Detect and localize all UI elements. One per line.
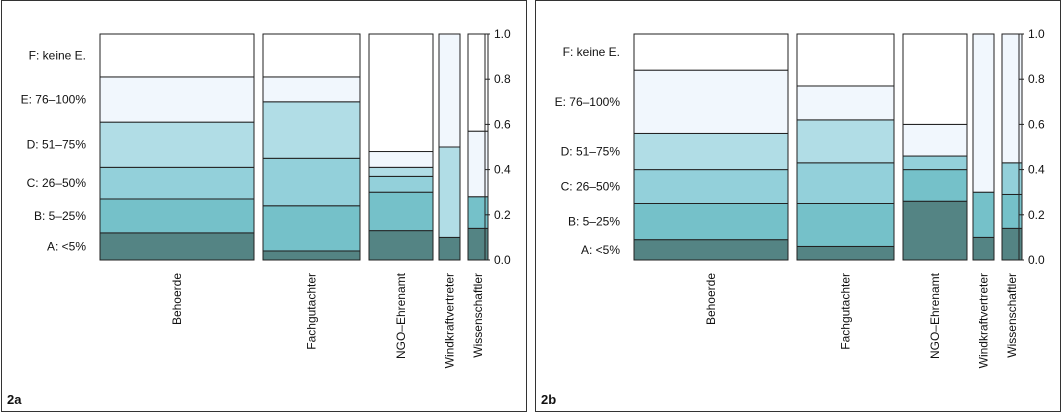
mosaic-chart-2b: A: <5% B: 5–25% C: 26–50% D: 51–75% E: 76–10… (555, 27, 1045, 368)
mosaic-cell-2-B (368, 191, 434, 232)
mosaic-cell-1-A (796, 245, 895, 261)
level-label-F: F: keine E. (563, 45, 620, 59)
y-tick-label: 0.4 (1028, 163, 1045, 177)
y-tick-label: 0.2 (1028, 208, 1045, 222)
mosaic-cell-1-A (262, 250, 361, 261)
y-tick-label: 0.6 (1028, 117, 1045, 131)
category-label: Behoerde (170, 273, 184, 325)
mosaic-cell-1-F (262, 33, 361, 78)
mosaic-cell-0-C (633, 169, 789, 205)
mosaic-cell-0-F (99, 33, 255, 78)
mosaic-cell-0-C (99, 166, 255, 200)
level-label-C: C: 26–50% (561, 180, 621, 194)
panel-label: 2a (7, 392, 22, 407)
category-label: Fachgutachter (305, 273, 319, 350)
level-label-C: C: 26–50% (27, 176, 87, 190)
y-tick-label: 0.0 (494, 253, 511, 267)
level-label-E: E: 76–100% (555, 95, 621, 109)
mosaic-cell-3-E (972, 33, 995, 193)
level-label-D: D: 51–75% (561, 145, 621, 159)
mosaic-cell-1-B (262, 205, 361, 252)
mosaic-cell-2-A (368, 230, 434, 261)
mosaic-cell-2-C (902, 155, 968, 171)
mosaic-cell-0-B (99, 198, 255, 234)
mosaic-cell-1-D (796, 119, 895, 164)
category-label: Behoerde (704, 273, 718, 325)
mosaic-cell-3-B (972, 191, 995, 238)
mosaic-cell-0-F (633, 33, 789, 71)
mosaic-cell-2-C (368, 175, 434, 193)
category-label: NGO–Ehrenamt (928, 272, 942, 359)
category-label: Wissenschaftler (1005, 273, 1019, 358)
mosaic-cell-3-A (438, 236, 461, 261)
mosaic-cell-1-F (796, 33, 895, 87)
mosaic-cell-1-B (796, 203, 895, 247)
mosaic-cell-3-E (438, 33, 461, 148)
mosaic-cell-0-E (633, 69, 789, 134)
level-label-D: D: 51–75% (27, 138, 87, 152)
y-tick-label: 0.4 (494, 163, 511, 177)
mosaic-cell-1-C (796, 162, 895, 205)
level-label-F: F: keine E. (29, 48, 86, 62)
mosaic-cell-0-A (99, 232, 255, 261)
mosaic-cell-0-E (99, 76, 255, 123)
category-label: Windkraftvertreter (977, 273, 991, 368)
chart-panel-2b: A: <5% B: 5–25% C: 26–50% D: 51–75% E: 76–10… (535, 0, 1061, 412)
y-tick-label: 0.8 (494, 72, 511, 86)
y-tick-label: 0.6 (494, 117, 511, 131)
mosaic-cell-1-D (262, 101, 361, 159)
mosaic-cell-0-B (633, 203, 789, 241)
mosaic-cell-2-F (368, 33, 434, 153)
category-label: NGO–Ehrenamt (394, 272, 408, 359)
mosaic-cell-2-B (902, 169, 968, 202)
y-tick-label: 0.0 (1028, 253, 1045, 267)
level-label-B: B: 5–25% (34, 209, 86, 223)
mosaic-cell-0-D (99, 121, 255, 168)
mosaic-chart-2a: A: <5% B: 5–25% C: 26–50% D: 51–75% E: 76–10… (21, 27, 511, 368)
mosaic-cell-1-E (262, 76, 361, 103)
mosaic-cell-2-E (902, 123, 968, 157)
y-tick-label: 1.0 (494, 27, 511, 41)
mosaic-cell-3-D (438, 146, 461, 238)
y-tick-label: 0.8 (1028, 72, 1045, 86)
panel-label: 2b (541, 392, 557, 407)
y-tick-label: 0.2 (494, 208, 511, 222)
level-label-A: A: <5% (581, 243, 620, 257)
category-label: Windkraftvertreter (443, 273, 457, 368)
mosaic-cell-4-E (1001, 33, 1023, 164)
category-label: Wissenschaftler (471, 273, 485, 358)
mosaic-cell-2-F (902, 33, 968, 125)
mosaic-cell-2-A (902, 200, 968, 261)
chart-panel-2a: A: <5% B: 5–25% C: 26–50% D: 51–75% E: 76–10… (1, 0, 527, 412)
mosaic-cell-0-A (633, 239, 789, 261)
mosaic-cell-4-F (467, 33, 489, 132)
mosaic-cell-3-A (972, 236, 995, 261)
level-label-B: B: 5–25% (568, 215, 620, 229)
mosaic-cell-2-E (368, 151, 434, 168)
level-label-A: A: <5% (47, 239, 86, 253)
mosaic-cell-0-D (633, 132, 789, 171)
mosaic-cell-1-C (262, 157, 361, 207)
y-tick-label: 1.0 (1028, 27, 1045, 41)
mosaic-cell-2-D (368, 166, 434, 177)
mosaic-cell-1-E (796, 85, 895, 121)
category-label: Fachgutachter (839, 273, 853, 350)
level-label-E: E: 76–100% (21, 93, 87, 107)
